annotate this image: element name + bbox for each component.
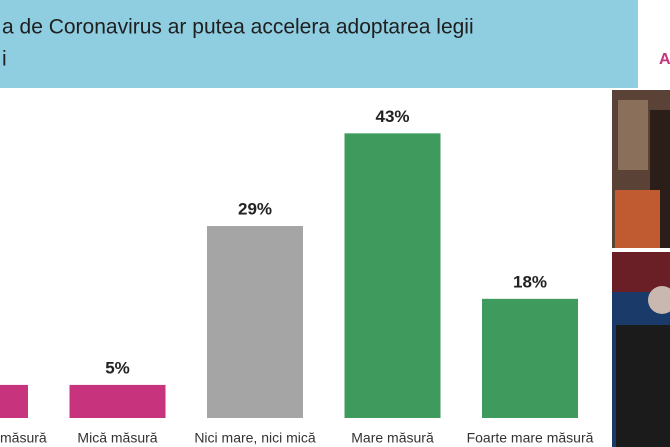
value-label: 43% [375,107,409,126]
value-label: 5% [105,358,130,377]
bar [207,226,303,418]
logo: A [659,51,670,68]
x-tick-label: măsură [0,430,47,446]
x-tick-label: Mică măsură [77,430,157,446]
value-label: 18% [513,272,547,291]
x-tick-label: Nici mare, nici mică [194,430,316,446]
webcam-top [612,90,670,248]
bar [344,133,441,418]
bar [69,384,166,418]
x-tick-label: Foarte mare măsură [467,430,594,446]
value-label: 29% [238,200,272,219]
title-line: i [2,48,7,71]
bar [482,298,578,418]
header-band [0,0,638,88]
bar [0,384,28,418]
x-tick-label: Mare măsură [351,430,434,446]
webcam-bottom [612,252,670,447]
title-line: a de Coronavirus ar putea accelera adopt… [2,16,474,39]
